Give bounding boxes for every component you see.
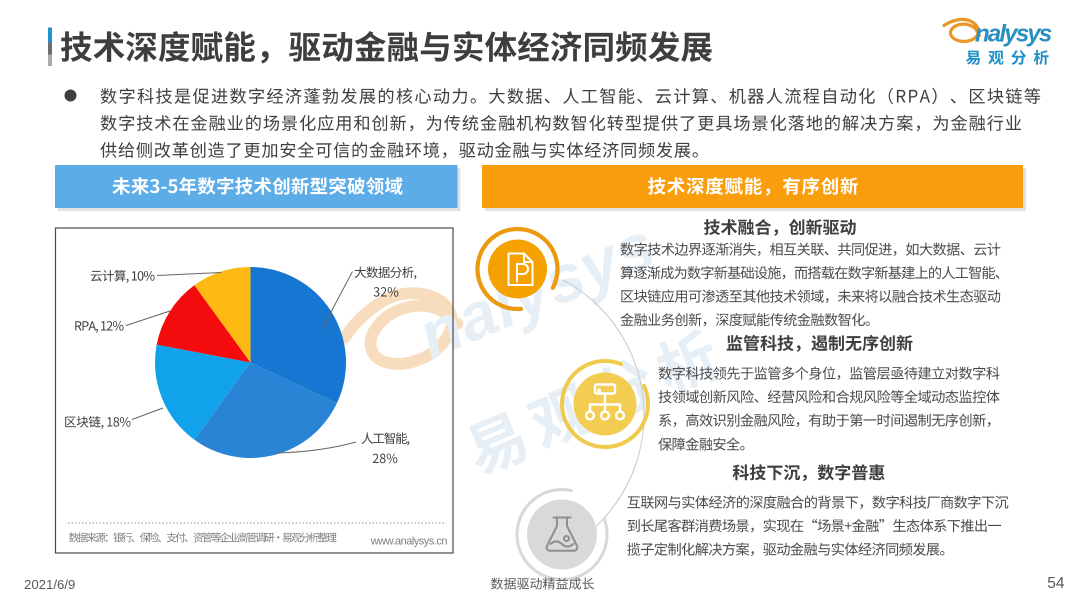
- svg-text:nalysys: nalysys: [975, 21, 1052, 48]
- svg-text:www.analysys.cn: www.analysys.cn: [370, 536, 448, 548]
- svg-text:2021/6/9: 2021/6/9: [24, 577, 75, 592]
- svg-text:54: 54: [1047, 575, 1065, 592]
